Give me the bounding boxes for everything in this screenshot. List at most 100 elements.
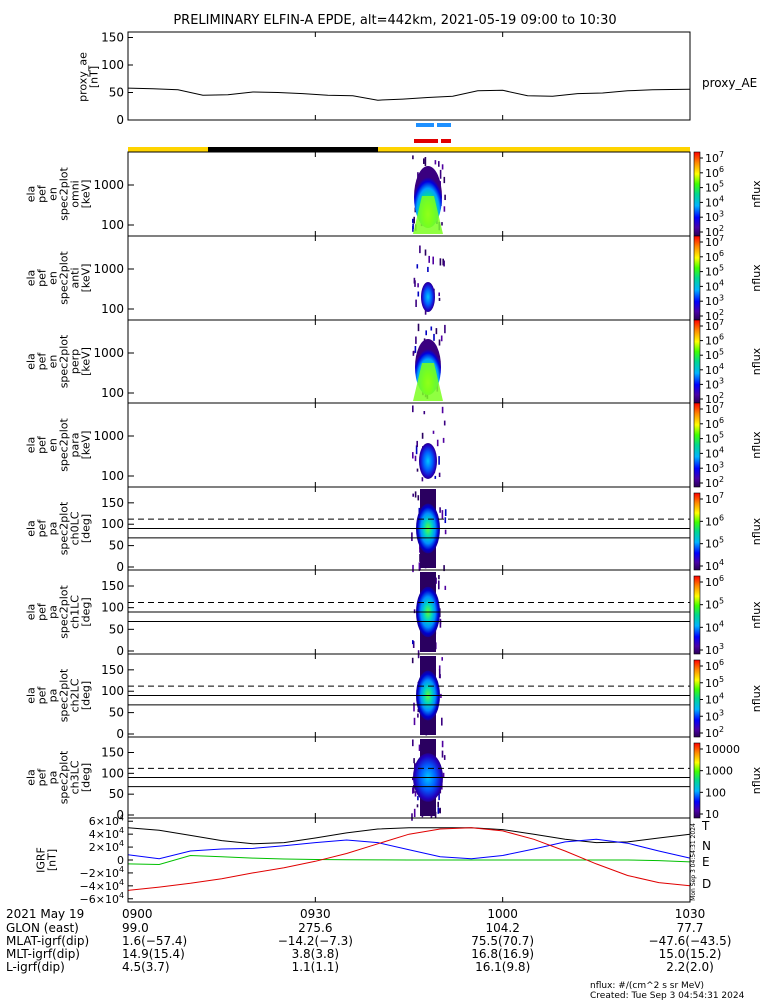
- spectrogram-pixel: [438, 575, 440, 580]
- colorbar-tick-label: 102: [705, 308, 724, 323]
- colorbar-tick-label: 107: [705, 401, 724, 416]
- spectrogram-pixel: [442, 258, 444, 266]
- x-axis-row-label: MLAT-igrf(dip): [6, 934, 89, 948]
- x-axis-row: MLT-igrf(dip) 14.9(15.4) 3.8(3.8) 16.8(16.9…: [6, 947, 721, 961]
- y-tick-label: −4×104: [80, 878, 124, 893]
- spectrogram-pixel: [418, 744, 421, 751]
- x-axis-row-label: GLON (east): [6, 921, 79, 935]
- y-axis-label-line: [deg]: [80, 763, 93, 792]
- colorbar-tick-label: 103: [705, 460, 724, 475]
- colorbar-tick-label: 104: [705, 362, 724, 377]
- y-tick-label: 150: [101, 663, 124, 677]
- y-axis-label-line: ch3LC: [69, 760, 82, 794]
- y-axis-label-line: [keV]: [80, 180, 93, 209]
- colorbar-label: nflux: [750, 766, 763, 794]
- spectrogram-pixel: [417, 283, 419, 288]
- spectrogram-pixel: [416, 440, 418, 448]
- spectrogram-pixel: [438, 580, 440, 590]
- igrf-line-e: [127, 854, 691, 866]
- y-axis-label-line: en: [47, 355, 60, 369]
- spectrogram-pixel: [440, 335, 443, 342]
- spectrogram-pixel: [412, 155, 414, 160]
- y-tick-label: 100: [101, 517, 124, 531]
- panel-proxy-ae: 150 100 50 0 proxy_AE proxy_ae[nT]: [77, 31, 758, 128]
- spectrogram-pixel: [443, 176, 446, 184]
- y-axis-label-line: [deg]: [80, 681, 93, 710]
- y-axis-label-line: pa: [47, 522, 60, 536]
- x-axis-row-value: 104.2: [485, 921, 519, 935]
- colorbar-tick-label: 1000: [705, 765, 733, 778]
- y-tick-label: 50: [109, 86, 124, 100]
- panel-pa-ch0: 150100500elapefpaspec2plotch0LC[deg]1071…: [25, 486, 763, 574]
- colorbar-tick-label: 106: [705, 574, 724, 589]
- y-axis-label-line: spec2plot: [58, 251, 71, 305]
- spectrogram-pixel: [430, 326, 433, 331]
- spectrogram-pixel: [439, 507, 441, 513]
- x-axis-row-value: 15.0(15.2): [659, 947, 722, 961]
- colorbar-tick-label: 103: [705, 708, 724, 723]
- y-axis-label-line: pa: [47, 771, 60, 785]
- colorbar-tick-label: 105: [705, 597, 724, 612]
- colorbar-scale: [693, 235, 701, 321]
- spectrogram-pixel: [415, 336, 417, 344]
- colorbar-tick-label: 106: [705, 658, 724, 673]
- x-axis-row: L-igrf(dip) 4.5(3.7) 1.1(1.1) 16.1(9.8) 2.2(…: [6, 960, 714, 974]
- y-axis-label-line: pef: [36, 602, 49, 621]
- spectrogram-pixel: [412, 225, 414, 232]
- spectrogram-pixel: [425, 330, 427, 336]
- spectrogram-pixel: [416, 468, 419, 472]
- colorbar-scale: [693, 319, 701, 404]
- colorbar: 10000 1000 100 10 nflux: [693, 742, 763, 821]
- spectrogram-pixel: [414, 280, 416, 287]
- spectrogram-pixel: [443, 420, 446, 426]
- spectrogram-pixel: [432, 256, 434, 265]
- y-axis-label-line: para: [69, 433, 82, 458]
- y-tick-label: 100: [101, 386, 124, 400]
- spectrogram-pixel: [412, 640, 414, 645]
- spectrogram-pixel: [438, 472, 441, 478]
- colorbar-scale: [693, 575, 701, 655]
- y-axis-label-line: [deg]: [80, 514, 93, 543]
- colorbar-label: nflux: [750, 601, 763, 629]
- spectrogram-pixel: [443, 755, 446, 760]
- panel-frame: [127, 31, 691, 121]
- spectrogram-pixel: [413, 785, 415, 793]
- spectrogram-pixel: [412, 641, 415, 648]
- colorbar-tick-label: 105: [705, 675, 724, 690]
- x-axis-annotation: 2021 May 19 0900 0930 1000 1030 GLON (east) 99…: [6, 907, 731, 974]
- y-tick-label: 50: [109, 539, 124, 553]
- y-axis-label-line: pa: [47, 605, 60, 619]
- figure-title: PRELIMINARY ELFIN-A EPDE, alt=442km, 202…: [173, 13, 616, 28]
- colorbar-tick-label: 104: [705, 558, 724, 573]
- spectrogram-pixel: [444, 585, 447, 590]
- colorbar-tick-label: 105: [705, 431, 724, 446]
- y-axis-label: proxy_ae[nT]: [77, 52, 101, 102]
- y-axis-label-line: anti: [69, 267, 82, 288]
- x-axis-row-value: 3.8(3.8): [292, 947, 340, 961]
- x-axis-row-value: 1.6(−57.4): [122, 934, 187, 948]
- spectrogram-pixel: [434, 475, 437, 479]
- y-tick-label: 100: [101, 469, 124, 483]
- x-axis-row-value: −47.6(−43.5): [649, 934, 732, 948]
- series-label-proxy-ae: proxy_AE: [702, 76, 757, 90]
- y-axis-label-line: omni: [69, 180, 82, 207]
- spectrogram-pixel: [413, 758, 415, 764]
- colorbar-tick-label: 107: [705, 318, 724, 333]
- spectrogram-pixel: [438, 339, 441, 346]
- spectrogram-pixel: [442, 772, 445, 778]
- sunlight-bar: [128, 147, 690, 152]
- spectrogram-pixel: [424, 309, 427, 315]
- spectrogram-pixel: [411, 532, 413, 542]
- spectrogram-pixel: [435, 328, 438, 335]
- y-axis-label-line: pef: [36, 352, 49, 371]
- spectrogram-pixel: [414, 346, 417, 353]
- colorbar-tick-label: 104: [705, 194, 724, 209]
- colorbar-scale: [693, 151, 701, 237]
- x-axis-row-value: 99.0: [122, 921, 149, 935]
- panel-en-omni: 1000100elapefenspec2plotomni[keV]1071061…: [25, 150, 764, 239]
